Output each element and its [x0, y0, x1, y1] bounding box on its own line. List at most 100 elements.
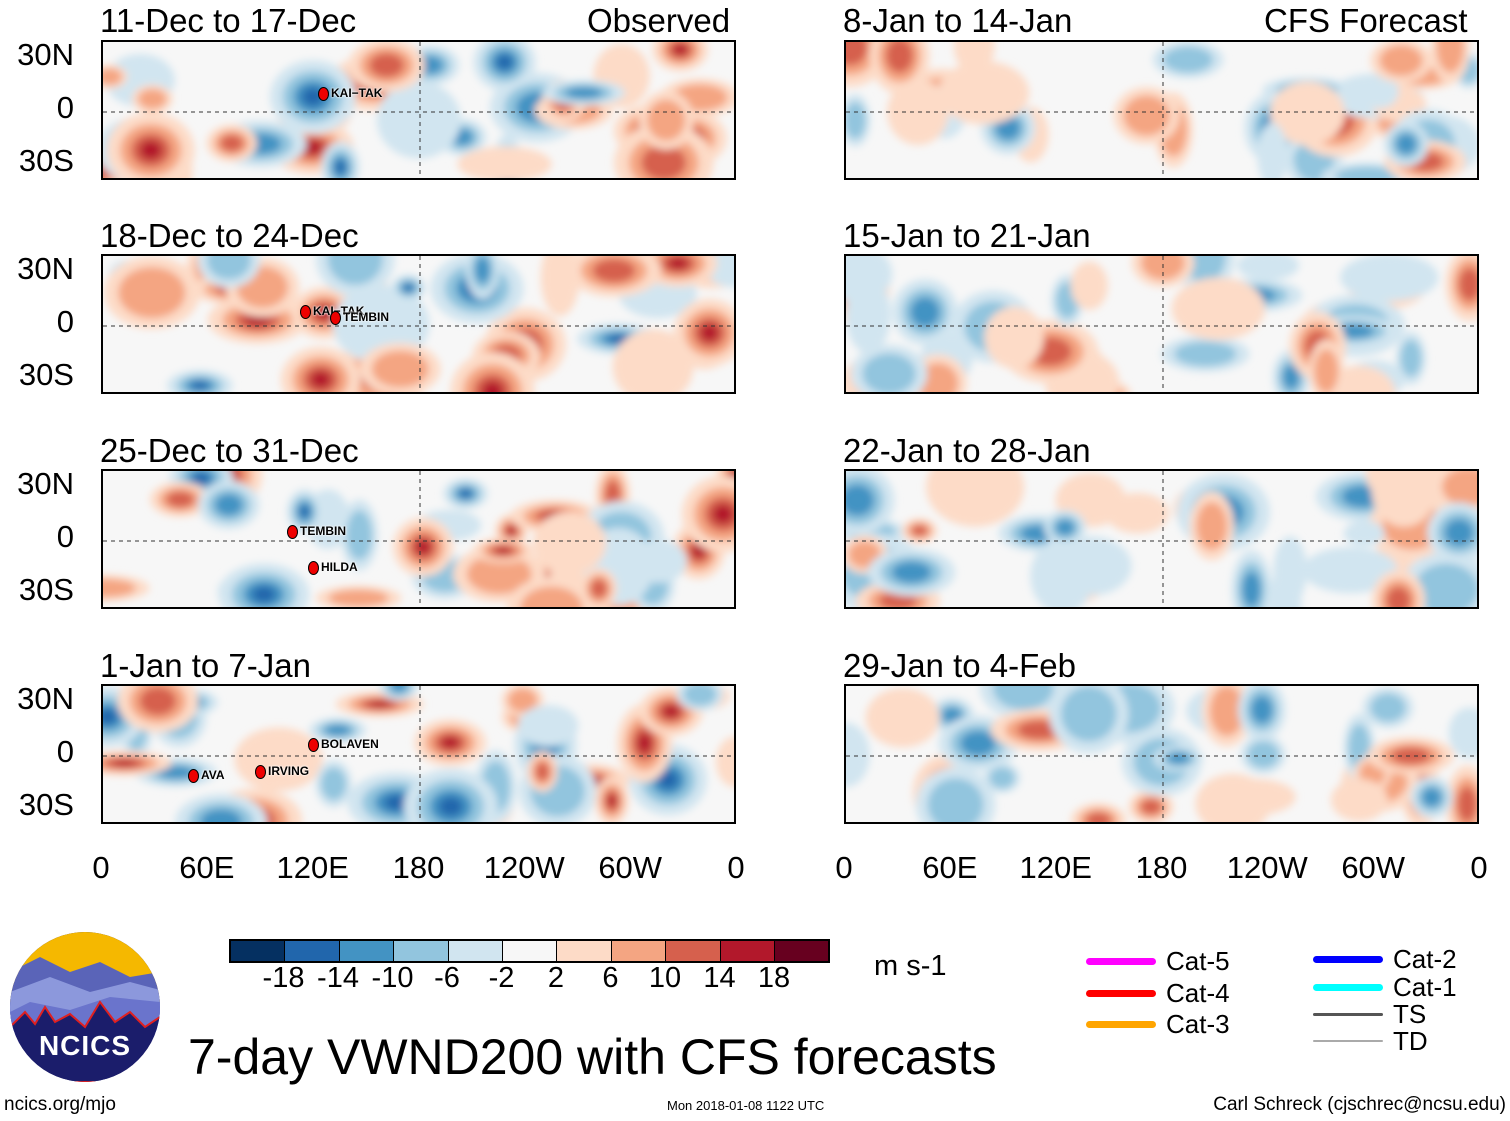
anomaly-contour [1251, 695, 1273, 724]
colorbar-swatch [448, 941, 503, 961]
lon-label: 120E [276, 850, 349, 885]
anomaly-contour [886, 42, 913, 73]
anomaly-contour [647, 99, 686, 141]
anomaly-contour [495, 547, 511, 554]
colorbar-swatch [231, 941, 286, 961]
anomaly-contour [887, 79, 949, 146]
storm-label: TEMBIN [330, 310, 389, 325]
lat-label: 30S [18, 787, 74, 822]
anomaly-contour [404, 284, 413, 292]
anomaly-contour [1257, 122, 1288, 178]
anomaly-contour [300, 506, 309, 518]
legend-label: Cat-4 [1166, 978, 1230, 1008]
anomaly-contour [668, 257, 688, 270]
anomaly-contour [683, 686, 717, 706]
anomaly-contour [328, 589, 389, 607]
footer-timestamp: Mon 2018-01-08 1122 UTC [667, 1098, 825, 1113]
colorbar-tick-label: -18 [262, 962, 305, 994]
legend-label: Cat-1 [1393, 972, 1457, 1002]
storm-label: BOLAVEN [308, 737, 379, 752]
anomaly-contour [193, 472, 210, 485]
anomaly-contour [995, 115, 1021, 140]
anomaly-contour [320, 767, 347, 801]
lon-label: 0 [1470, 850, 1488, 885]
lat-label: 0 [56, 90, 74, 125]
anomaly-contour [466, 554, 532, 594]
colorbar-swatch [611, 941, 667, 961]
lon-label: 120E [1019, 850, 1092, 885]
anomaly-contour [482, 381, 503, 392]
colorbar-swatch [339, 941, 395, 961]
anomaly-contour [335, 160, 346, 174]
anomaly-contour [1086, 812, 1111, 822]
anomaly-contour [1442, 471, 1477, 507]
map-panel-observed-1 [101, 40, 736, 180]
legend-line-ts [1313, 1013, 1383, 1016]
anomaly-contour [310, 371, 331, 388]
anomaly-contour [1436, 42, 1465, 73]
colorbar-swatch [285, 941, 340, 961]
anomaly-contour [712, 504, 734, 524]
colorbar-swatch [502, 941, 558, 961]
anomaly-contour [700, 324, 719, 342]
lon-label: 60E [179, 850, 235, 885]
lon-label: 0 [92, 850, 110, 885]
anomaly-contour [911, 525, 928, 537]
anomaly-contour [992, 686, 1054, 710]
footer-url[interactable]: ncics.org/mjo [4, 1094, 116, 1115]
lon-label: 60W [1341, 850, 1406, 885]
anomaly-contour [1314, 348, 1339, 392]
colorbar-tick-label: -14 [317, 962, 359, 994]
anomaly-contour [1209, 686, 1245, 736]
anomaly-contour [1302, 547, 1398, 594]
legend-line-cat-5 [1086, 958, 1156, 965]
anomaly-contour [938, 61, 1030, 125]
anomaly-contour [327, 256, 383, 286]
anomaly-contour [641, 145, 687, 178]
anomaly-contour [1340, 256, 1439, 301]
anomaly-contour [1458, 267, 1477, 301]
anomaly-contour [441, 736, 460, 749]
lat-label: 30S [18, 357, 74, 392]
anomaly-contour [1343, 520, 1385, 547]
lon-label: 180 [392, 850, 445, 885]
anomaly-contour [368, 701, 391, 708]
panel-title: 1-Jan to 7-Jan [100, 647, 311, 684]
map-panel-forecast-4 [844, 684, 1479, 824]
anomaly-contour [612, 329, 694, 392]
storm-label: KAI−TAK [318, 86, 382, 101]
legend-line-cat-4 [1086, 990, 1156, 997]
anomaly-contour [846, 722, 870, 787]
anomaly-contour [112, 760, 137, 767]
anomaly-contour [590, 579, 607, 598]
colorbar-swatch [774, 941, 829, 961]
map-panel-forecast-2 [844, 254, 1479, 394]
anomaly-contour [715, 736, 734, 788]
anomaly-contour [1422, 787, 1442, 807]
anomaly-contour [138, 89, 167, 109]
anomaly-contour [637, 733, 652, 753]
anomaly-contour [862, 353, 916, 392]
map-panel-observed-4 [101, 684, 736, 824]
anomaly-contour [474, 256, 490, 284]
lon-label: 60W [598, 850, 663, 885]
anomaly-contour [200, 809, 242, 822]
colorbar-tick-label: -10 [371, 962, 414, 994]
panel-title: 29-Jan to 4-Feb [843, 647, 1076, 684]
anomaly-contour [1247, 740, 1280, 769]
anomaly-contour [1174, 341, 1237, 367]
anomaly-contour [1330, 778, 1388, 822]
anomaly-contour [252, 586, 276, 603]
anomaly-contour [608, 334, 629, 343]
anomaly-contour [157, 765, 195, 779]
anomaly-contour [191, 381, 208, 390]
lat-label: 0 [56, 734, 74, 769]
anomaly-contour [891, 561, 932, 583]
lat-label: 30N [17, 37, 74, 72]
anomaly-contour [1167, 752, 1190, 765]
anomaly-contour [457, 146, 552, 178]
anomaly-contour [927, 778, 984, 822]
lon-label: 120W [483, 850, 565, 885]
colorbar-swatch [666, 941, 721, 961]
